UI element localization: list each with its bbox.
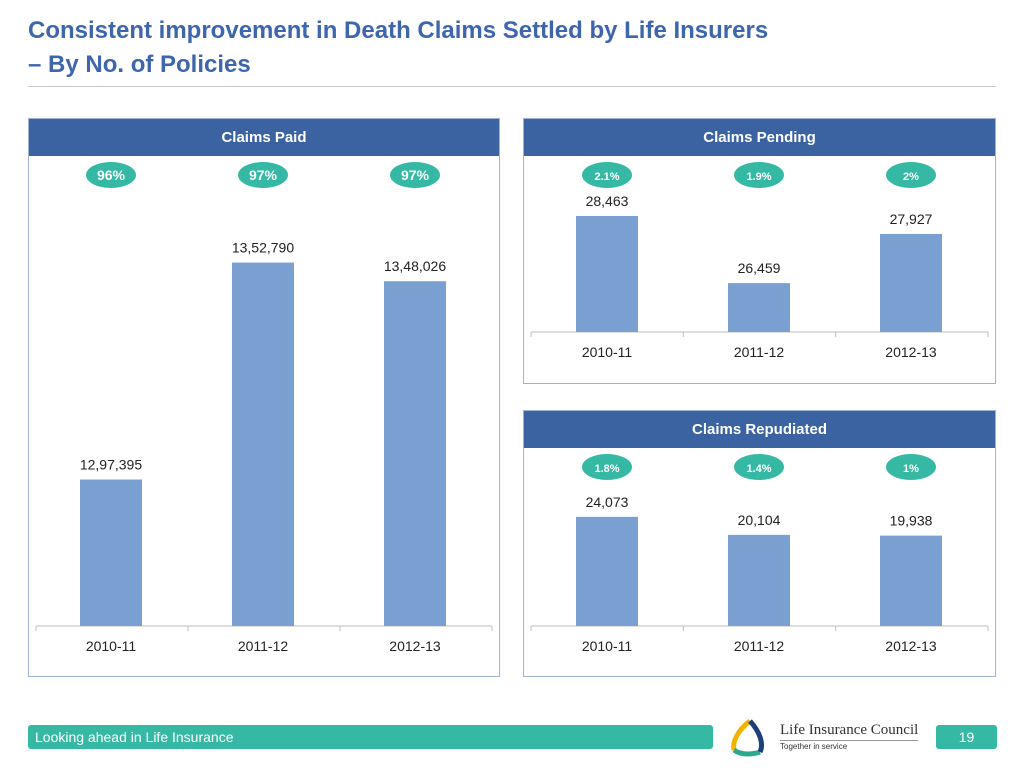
claims-paid-panel: Claims Paid (28, 118, 500, 677)
title-divider (28, 86, 996, 87)
page-number: 19 (936, 725, 997, 749)
slide-title: Consistent improvement in Death Claims S… (28, 14, 768, 82)
logo: Life Insurance Council Together in servi… (728, 718, 928, 758)
logo-name: Life Insurance Council (780, 722, 919, 741)
title-line-1: Consistent improvement in Death Claims S… (28, 17, 769, 44)
footer-bar: Looking ahead in Life Insurance (28, 725, 713, 749)
claims-repudiated-panel: Claims Repudiated (523, 410, 996, 677)
panel-title: Claims Repudiated (524, 411, 995, 448)
logo-icon (731, 719, 765, 757)
title-line-2: – By No. of Policies (28, 51, 251, 78)
logo-tagline: Together in service (780, 742, 848, 751)
panel-title: Claims Pending (524, 119, 995, 156)
panel-title: Claims Paid (29, 119, 499, 156)
claims-pending-panel: Claims Pending (523, 118, 996, 384)
